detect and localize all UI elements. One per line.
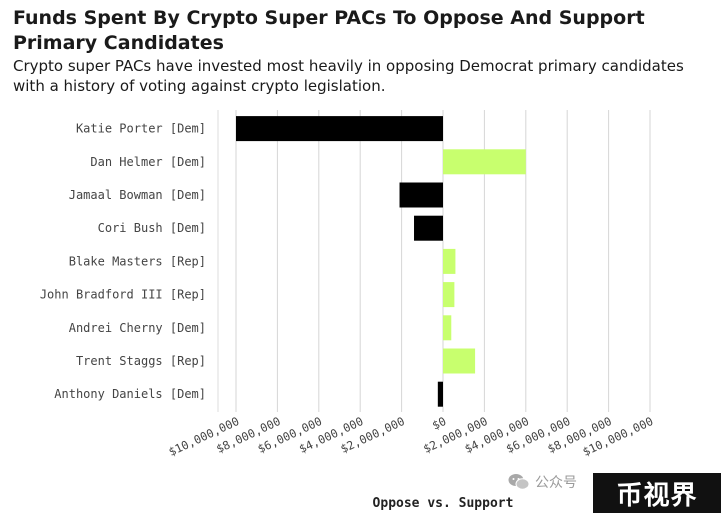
category-label: Katie Porter [Dem] <box>76 122 206 136</box>
bar-katie-porter-dem <box>236 116 443 142</box>
bar-dan-helmer-dem <box>443 149 526 175</box>
bar-john-bradford-iii-rep <box>443 282 455 308</box>
wechat-watermark-text: 公众号 <box>535 475 577 491</box>
site-logo-watermark: 币视界 <box>593 473 721 513</box>
bar-anthony-daniels-dem <box>437 381 443 407</box>
bar-cori-bush-dem <box>414 215 443 241</box>
wechat-icon <box>508 473 530 491</box>
chart-subtitle: Crypto super PACs have invested most hea… <box>13 57 684 95</box>
category-labels: Katie Porter [Dem] Dan Helmer [Dem] Jamaal… <box>40 122 206 402</box>
chart-title: Funds Spent By Crypto Super PACs To Oppo… <box>13 7 645 54</box>
bars <box>236 116 526 407</box>
category-label: Blake Masters [Rep] <box>69 254 206 268</box>
category-label: John Bradford III [Rep] <box>40 288 206 302</box>
bar-blake-masters-rep <box>443 248 456 274</box>
bar-andrei-cherny-dem <box>443 315 452 341</box>
bar-jamaal-bowman-dem <box>399 182 443 208</box>
grid-lines <box>217 110 651 412</box>
category-label: Trent Staggs [Rep] <box>76 354 206 368</box>
wechat-watermark: 公众号 <box>508 472 577 492</box>
category-label: Cori Bush [Dem] <box>98 221 206 235</box>
category-label: Jamaal Bowman [Dem] <box>69 188 206 202</box>
category-label: Dan Helmer [Dem] <box>90 155 206 169</box>
bar-trent-staggs-rep <box>443 348 476 374</box>
category-label: Anthony Daniels [Dem] <box>54 387 206 401</box>
x-tick-labels: $10,000,000$8,000,000$6,000,000$4,000,00… <box>166 414 655 459</box>
x-tick-label: $0 <box>430 414 449 433</box>
x-axis-label: Oppose vs. Support <box>373 496 514 511</box>
category-label: Andrei Cherny [Dem] <box>69 321 206 335</box>
